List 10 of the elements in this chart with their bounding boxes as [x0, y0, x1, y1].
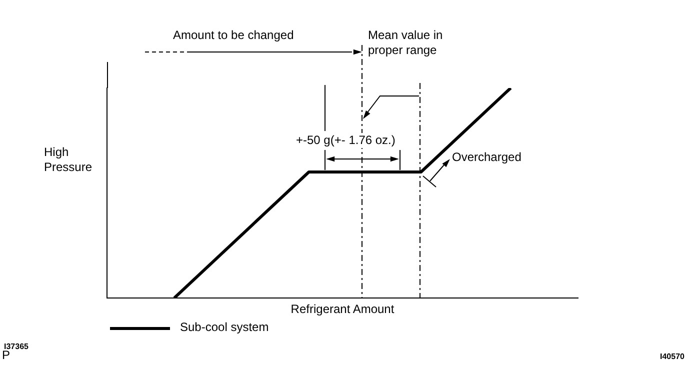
- annotation: +-50 g(+- 1.76 oz.): [296, 133, 396, 148]
- text: P: [2, 348, 10, 363]
- text: Mean value in proper range: [368, 28, 444, 58]
- text: Amount to be changed: [173, 28, 294, 43]
- annotation: Overcharged: [452, 150, 522, 165]
- text: I40570: [660, 351, 684, 363]
- legend-label: Sub-cool system: [180, 320, 269, 335]
- y-axis-title: High Pressure: [44, 145, 94, 175]
- x-axis-title: Refrigerant Amount: [290, 302, 394, 317]
- text: I37365: [4, 341, 28, 351]
